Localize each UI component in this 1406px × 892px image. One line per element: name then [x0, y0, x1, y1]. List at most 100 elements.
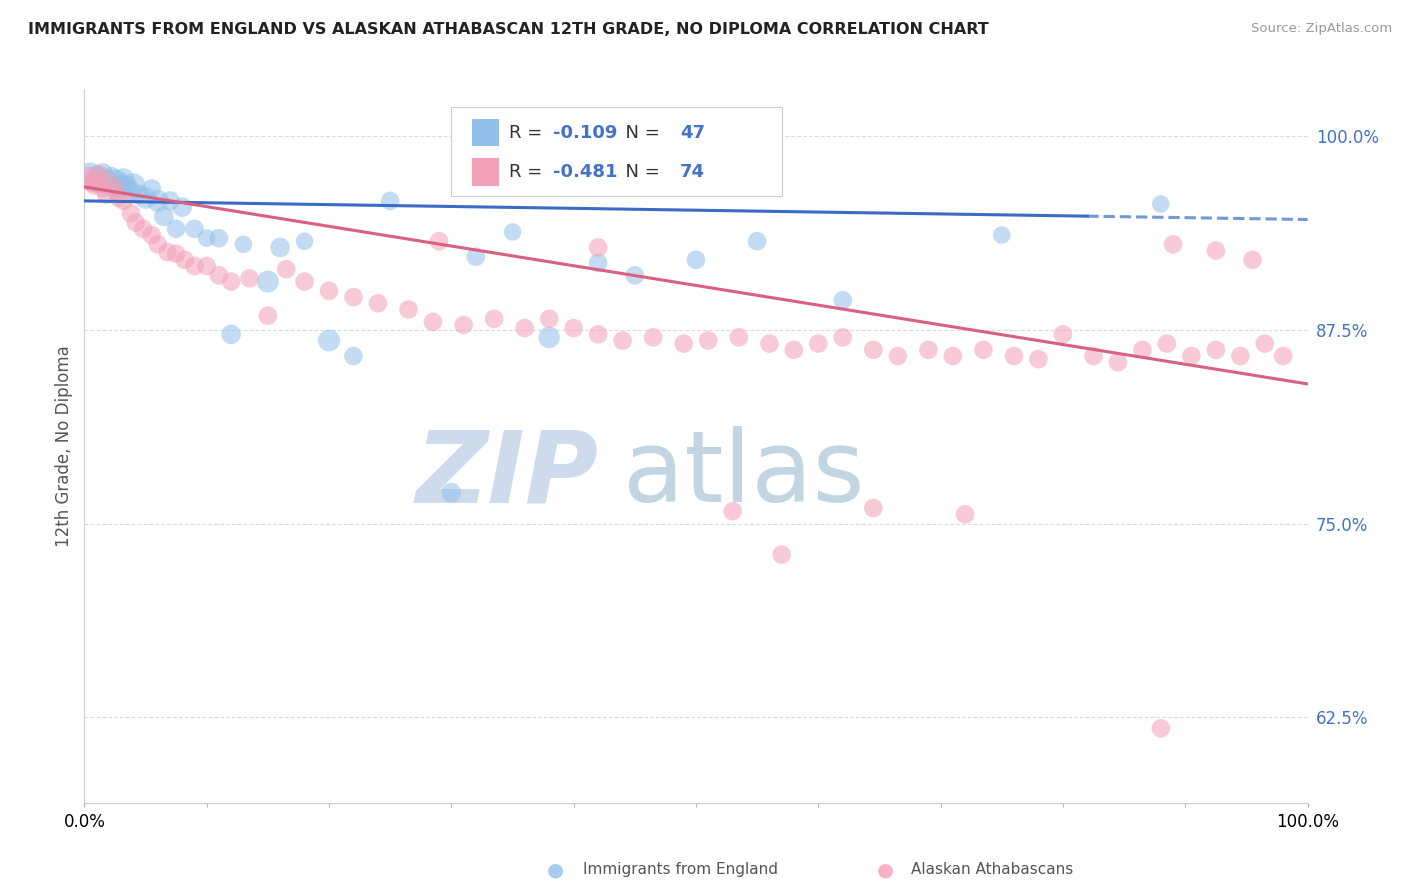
Point	[1180, 349, 1202, 363]
Point	[232, 237, 254, 252]
Text: Immigrants from England: Immigrants from England	[583, 863, 779, 877]
Point	[562, 321, 585, 335]
Text: R =: R =	[509, 163, 548, 181]
Point	[195, 231, 218, 245]
Text: Alaskan Athabascans: Alaskan Athabascans	[911, 863, 1073, 877]
Point	[643, 330, 665, 344]
Point	[257, 309, 280, 323]
Point	[219, 327, 242, 342]
Point	[862, 343, 884, 357]
Point	[887, 349, 910, 363]
Point	[685, 252, 707, 267]
Point	[112, 194, 135, 208]
Point	[831, 293, 853, 308]
FancyBboxPatch shape	[472, 159, 499, 186]
Point	[165, 222, 187, 236]
Point	[538, 330, 561, 344]
Point	[97, 175, 120, 189]
Point	[93, 178, 115, 193]
Point	[172, 200, 194, 214]
Point	[367, 296, 389, 310]
Point	[1028, 352, 1050, 367]
Point	[1272, 349, 1295, 363]
Point	[538, 311, 561, 326]
Point	[783, 343, 806, 357]
Point	[770, 548, 793, 562]
Point	[183, 222, 205, 236]
Point	[208, 231, 231, 245]
Point	[276, 262, 298, 277]
Y-axis label: 12th Grade, No Diploma: 12th Grade, No Diploma	[55, 345, 73, 547]
Point	[1083, 349, 1105, 363]
Point	[440, 485, 463, 500]
Point	[1229, 349, 1251, 363]
Point	[831, 330, 853, 344]
Point	[586, 240, 609, 254]
Point	[1002, 349, 1025, 363]
Point	[141, 181, 163, 195]
Point	[100, 169, 122, 183]
Text: -0.481: -0.481	[553, 163, 617, 181]
Point	[1205, 343, 1227, 357]
Point	[91, 181, 114, 195]
Point	[83, 178, 105, 193]
Point	[83, 175, 105, 189]
Point	[917, 343, 939, 357]
Point	[1241, 252, 1264, 267]
Point	[153, 210, 176, 224]
Point	[294, 234, 316, 248]
Point	[807, 336, 830, 351]
Point	[125, 216, 148, 230]
Point	[87, 175, 110, 189]
Point	[257, 275, 280, 289]
Point	[107, 191, 129, 205]
Point	[862, 501, 884, 516]
Point	[159, 194, 181, 208]
Text: 74: 74	[681, 163, 704, 181]
Point	[672, 336, 695, 351]
Point	[1107, 355, 1129, 369]
Point	[380, 194, 402, 208]
Point	[219, 275, 242, 289]
Point	[342, 290, 364, 304]
Point	[942, 349, 965, 363]
Point	[697, 334, 720, 348]
Point	[135, 191, 157, 205]
Point	[86, 172, 108, 186]
Text: atlas: atlas	[623, 426, 865, 523]
Point	[427, 234, 450, 248]
Text: IMMIGRANTS FROM ENGLAND VS ALASKAN ATHABASCAN 12TH GRADE, NO DIPLOMA CORRELATION: IMMIGRANTS FROM ENGLAND VS ALASKAN ATHAB…	[28, 22, 988, 37]
FancyBboxPatch shape	[451, 107, 782, 196]
Point	[513, 321, 536, 335]
Point	[727, 330, 749, 344]
Point	[482, 311, 505, 326]
Point	[89, 172, 111, 186]
Point	[238, 271, 260, 285]
Text: 47: 47	[681, 124, 704, 142]
Point	[105, 181, 128, 195]
Text: R =: R =	[509, 124, 548, 142]
Point	[77, 169, 100, 183]
Point	[87, 168, 110, 182]
Point	[112, 172, 135, 186]
Point	[464, 250, 486, 264]
Point	[758, 336, 780, 351]
Point	[91, 166, 114, 180]
Point	[453, 318, 475, 332]
Point	[104, 175, 127, 189]
Point	[79, 168, 101, 182]
Point	[953, 508, 976, 522]
Point	[624, 268, 647, 283]
Point	[747, 234, 769, 248]
Point	[183, 259, 205, 273]
Point	[79, 175, 101, 189]
Point	[195, 259, 218, 273]
Point	[990, 227, 1012, 242]
Point	[110, 178, 132, 193]
Point	[208, 268, 231, 283]
Point	[141, 227, 163, 242]
Point	[1150, 197, 1173, 211]
Point	[120, 185, 142, 199]
Point	[294, 275, 316, 289]
Text: ●: ●	[877, 860, 894, 880]
